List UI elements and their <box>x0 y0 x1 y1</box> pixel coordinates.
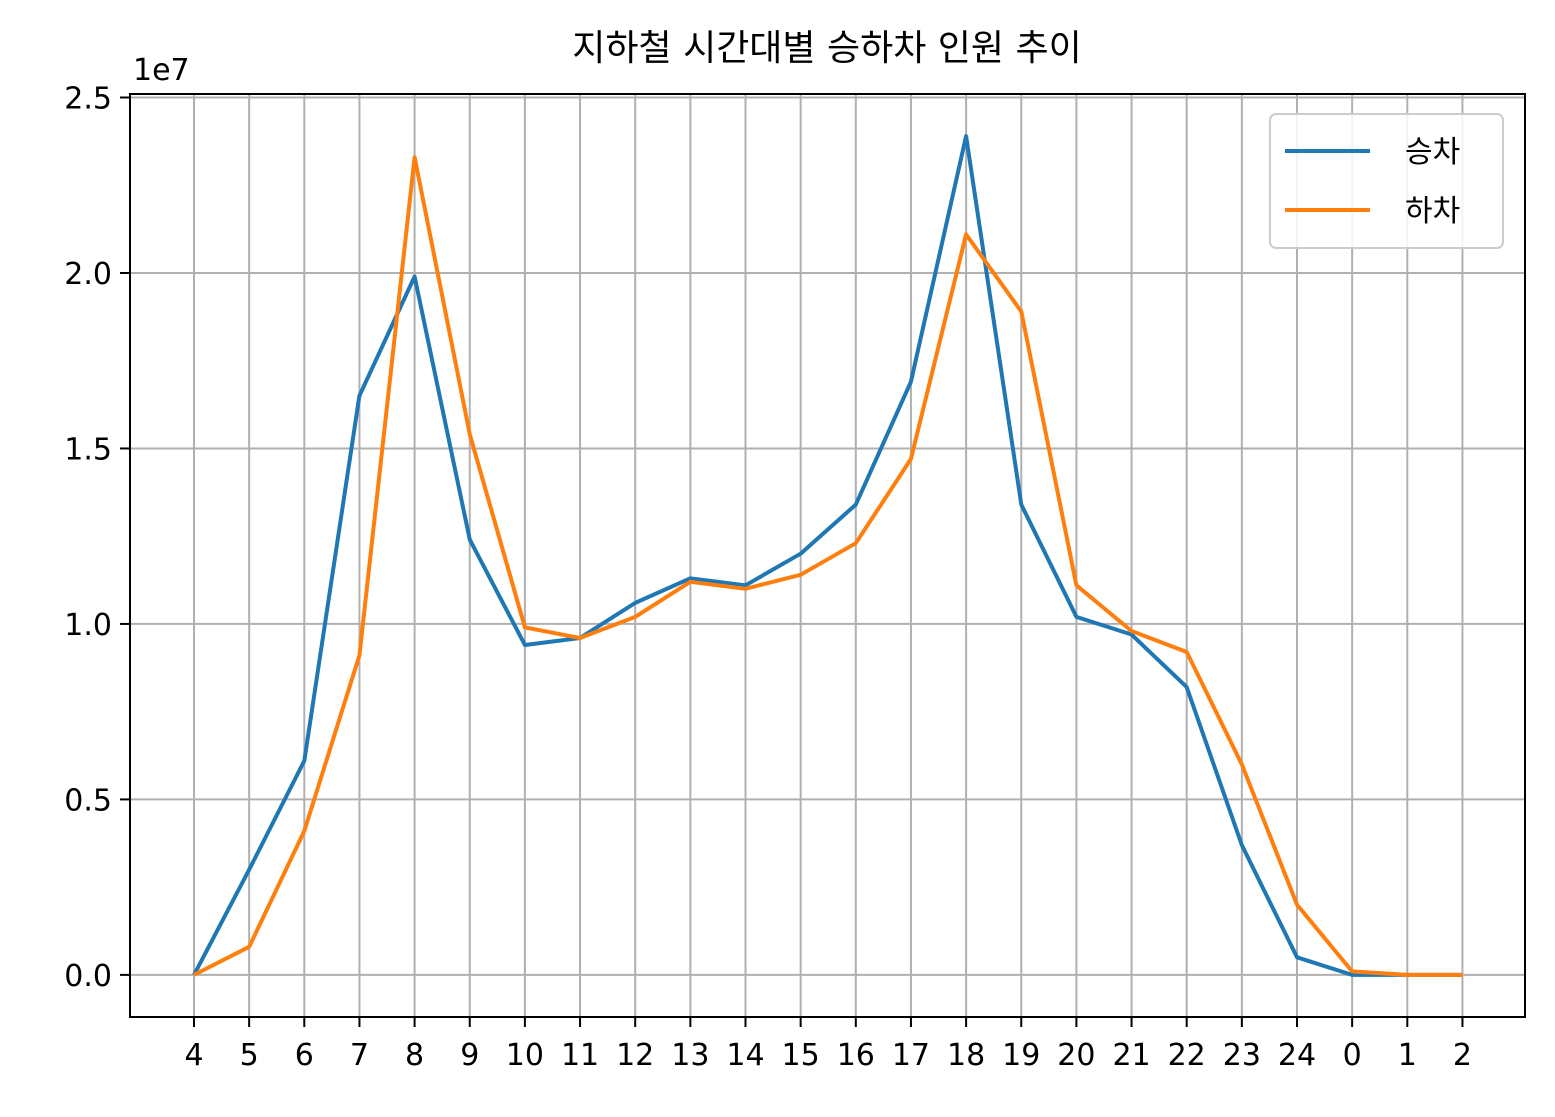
x-tick-label: 11 <box>561 1038 599 1073</box>
x-tick-label: 8 <box>405 1038 424 1073</box>
x-tick-label: 7 <box>350 1038 369 1073</box>
x-tick-label: 19 <box>1002 1038 1040 1073</box>
x-tick-label: 20 <box>1057 1038 1095 1073</box>
x-axis: 4 5 6 7 8 9 10 11 12 13 14 15 16 17 18 19 20 21 22 23 24 0 1 2 <box>184 1017 1472 1073</box>
x-tick-label: 14 <box>726 1038 764 1073</box>
x-tick-label: 0 <box>1343 1038 1362 1073</box>
x-tick-label: 23 <box>1223 1038 1261 1073</box>
legend-box <box>1269 113 1504 249</box>
y-tick-label: 1.0 <box>64 608 112 643</box>
y-tick-label: 2.5 <box>64 82 112 117</box>
x-tick-label: 16 <box>837 1038 875 1073</box>
x-tick-label: 4 <box>184 1038 203 1073</box>
y-axis: 0.0 0.5 1.0 1.5 2.0 2.5 <box>64 82 130 994</box>
legend-label: 승차 <box>1405 135 1460 170</box>
grid <box>130 94 1525 1017</box>
legend-label: 하차 <box>1405 194 1460 229</box>
x-tick-label: 2 <box>1453 1038 1472 1073</box>
series-line-0 <box>192 134 1463 977</box>
x-tick-label: 18 <box>947 1038 985 1073</box>
series-lines <box>192 134 1463 977</box>
plot-frame <box>129 93 1526 1018</box>
x-tick-label: 24 <box>1278 1038 1316 1073</box>
x-tick-label: 21 <box>1112 1038 1150 1073</box>
x-tick-label: 13 <box>671 1038 709 1073</box>
x-tick-label: 15 <box>782 1038 820 1073</box>
x-tick-label: 10 <box>506 1038 544 1073</box>
x-tick-label: 22 <box>1168 1038 1206 1073</box>
x-tick-label: 5 <box>240 1038 259 1073</box>
x-tick-label: 17 <box>892 1038 930 1073</box>
x-tick-label: 9 <box>460 1038 479 1073</box>
y-tick-label: 1.5 <box>64 432 112 467</box>
chart-title: 지하철 시간대별 승하차 인원 추이 <box>572 28 1081 69</box>
series-line-1 <box>193 155 1463 977</box>
y-tick-label: 2.0 <box>64 257 112 292</box>
y-offset-label: 1e7 <box>133 53 190 88</box>
y-tick-label: 0.5 <box>64 783 112 818</box>
x-tick-label: 6 <box>295 1038 314 1073</box>
y-tick-label: 0.0 <box>64 959 112 994</box>
x-tick-label: 1 <box>1398 1038 1417 1073</box>
x-tick-label: 12 <box>616 1038 654 1073</box>
